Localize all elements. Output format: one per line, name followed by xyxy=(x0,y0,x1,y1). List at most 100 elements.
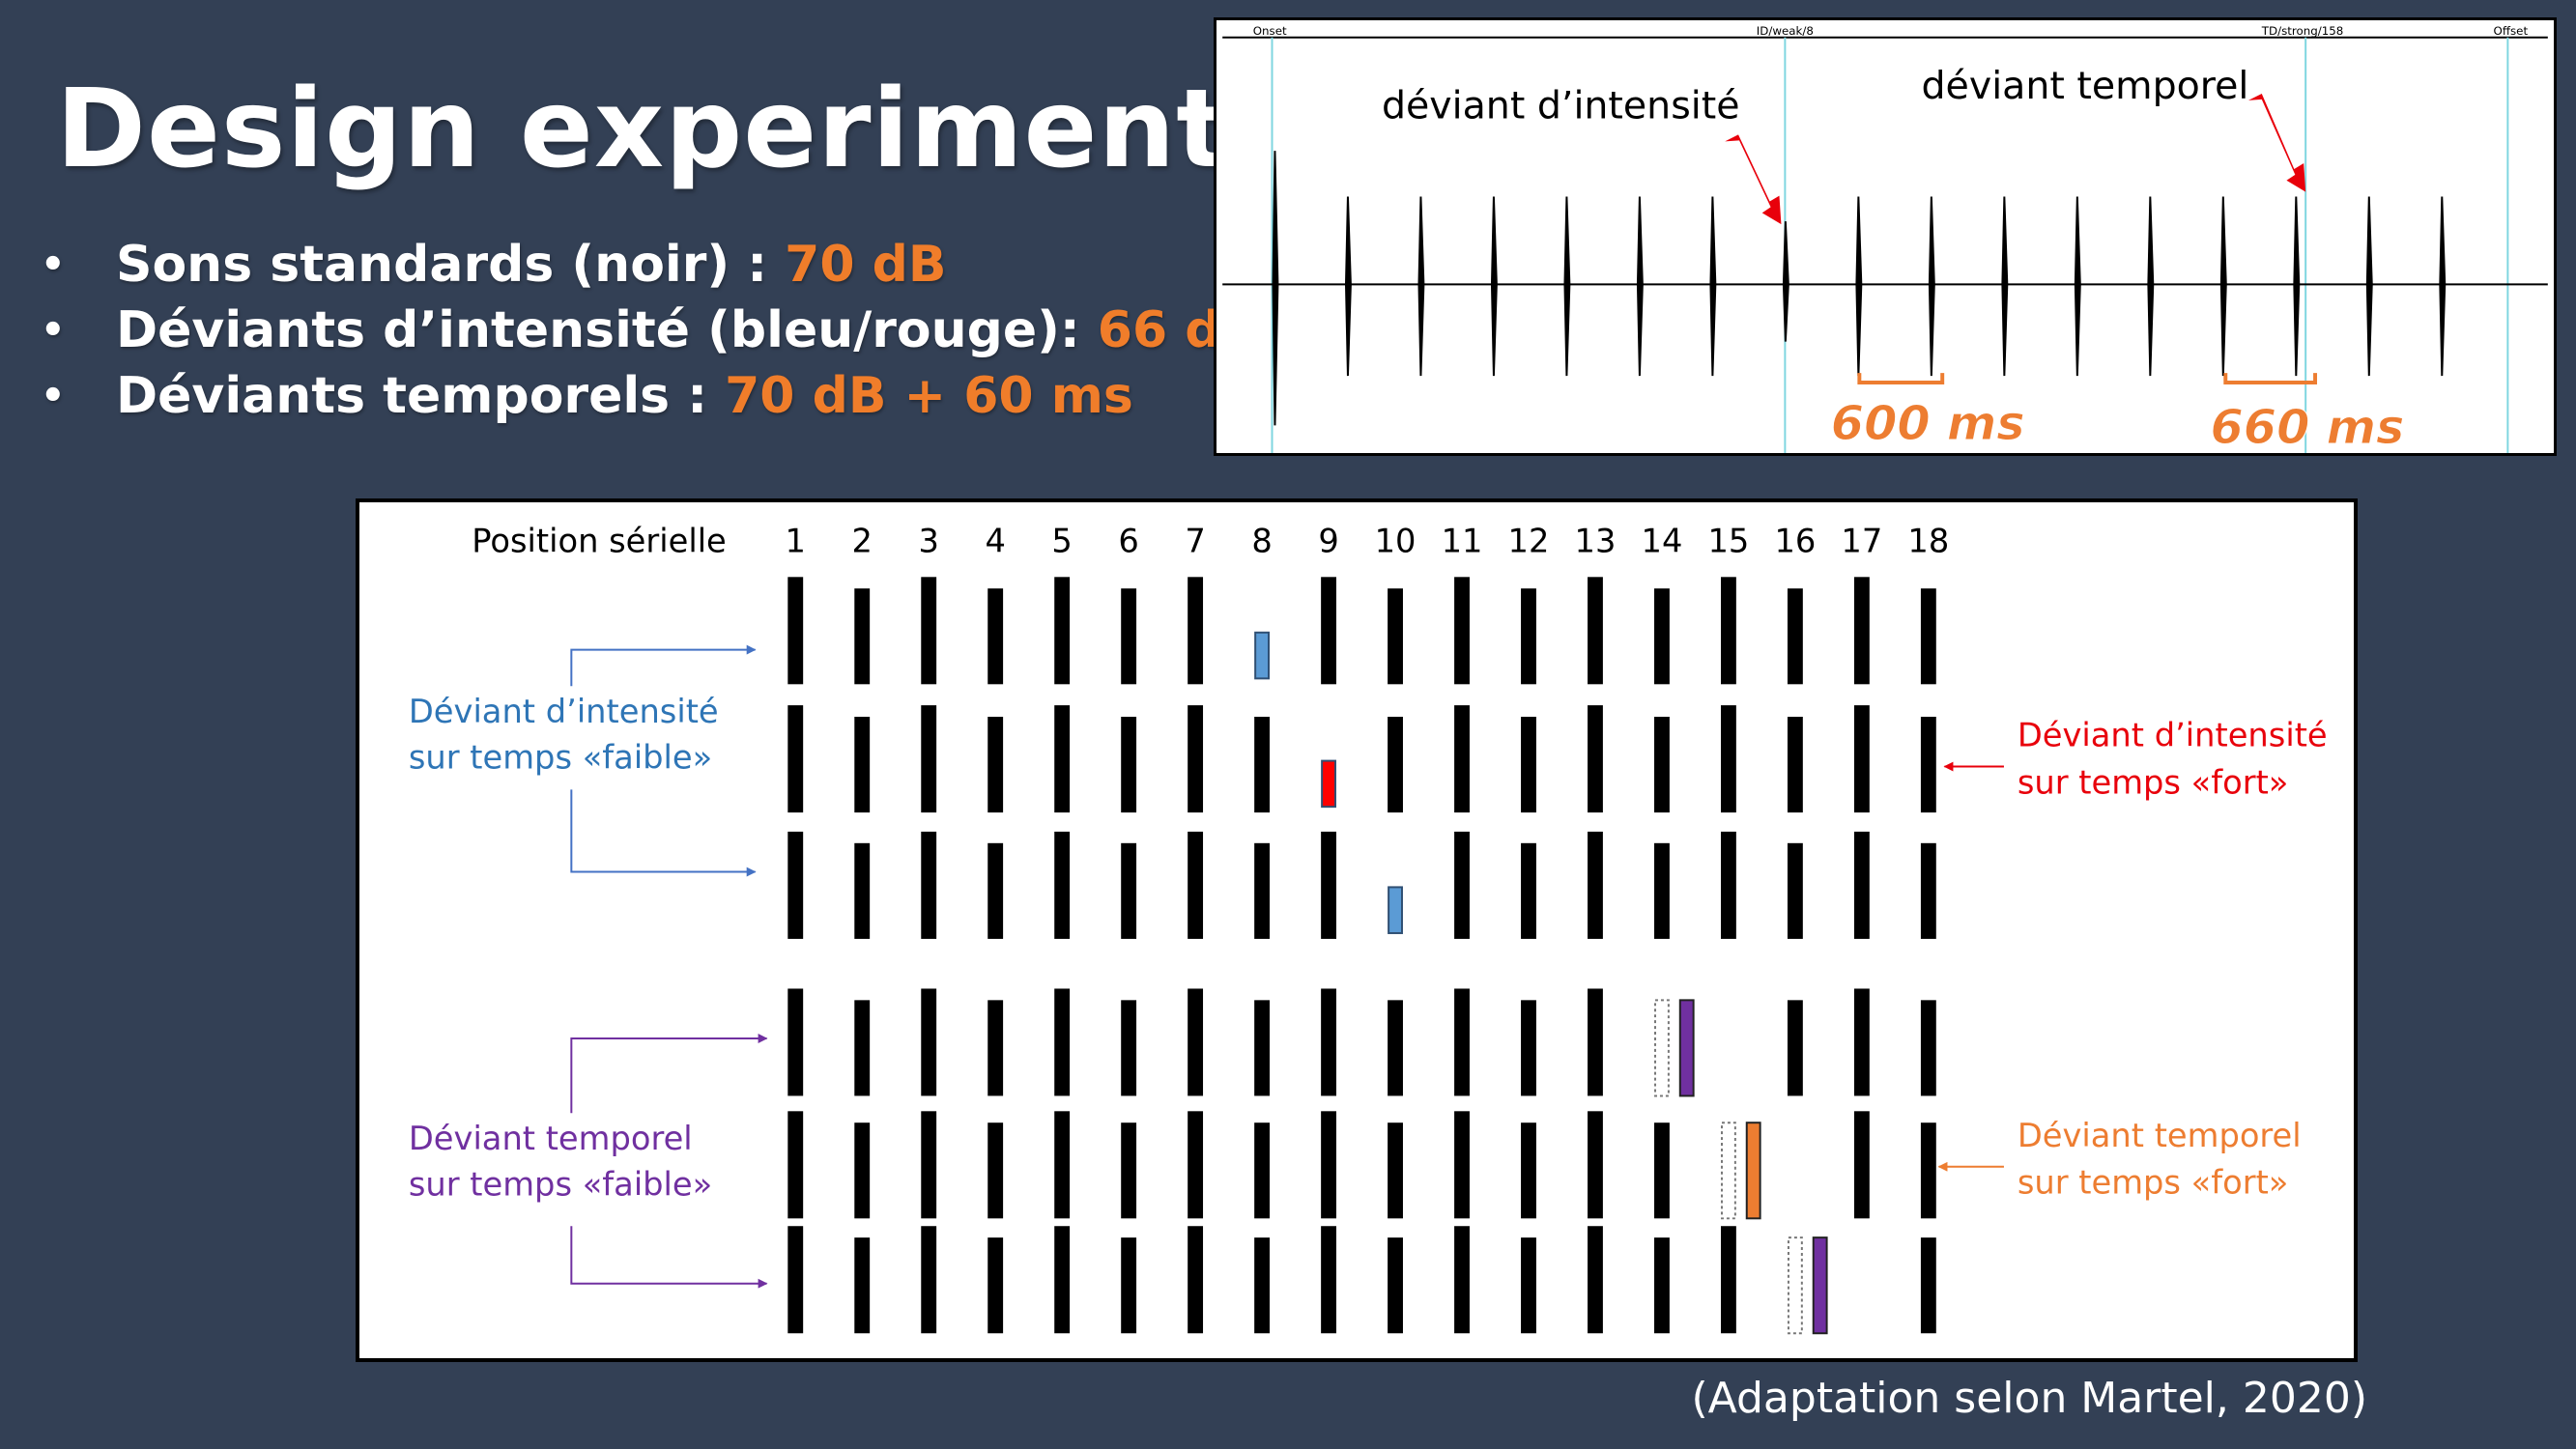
standard-tone-bar xyxy=(1588,831,1603,939)
label-temporal-strong-line1: Déviant temporel xyxy=(2018,1117,2302,1154)
standard-tone-bar xyxy=(1787,716,1803,813)
position-number: 10 xyxy=(1375,523,1417,560)
waveform-pulse xyxy=(2439,196,2447,377)
standard-tone-bar xyxy=(987,716,1004,813)
standard-tone-bar xyxy=(1654,716,1670,813)
interval-bracket-600 xyxy=(1857,373,1945,384)
standard-tone-bar xyxy=(1454,705,1470,813)
standard-tone-bar xyxy=(1388,1000,1403,1096)
position-number: 16 xyxy=(1774,523,1816,560)
standard-tone-bar xyxy=(1121,588,1137,685)
standard-tone-bar xyxy=(787,988,804,1096)
standard-tone-bar xyxy=(1787,1000,1803,1096)
standard-tone-bar xyxy=(1188,831,1204,939)
standard-tone-bar xyxy=(854,716,871,813)
position-number: 5 xyxy=(1051,523,1072,560)
sequence-row xyxy=(787,988,1936,1097)
arrow-intensity-weak-1 xyxy=(570,644,757,687)
standard-tone-bar xyxy=(1254,1122,1271,1219)
standard-tone-bar xyxy=(1654,842,1670,939)
standard-tone-bar xyxy=(1588,705,1603,813)
standard-tone-bar xyxy=(1054,1226,1071,1334)
bullet-item: • Déviants d’intensité (bleu/rouge): 66 d… xyxy=(41,298,1259,363)
waveform-pulse xyxy=(2001,196,2009,377)
waveform-pulse xyxy=(2365,196,2373,377)
standard-tone-bar xyxy=(1388,716,1403,813)
standard-tone-bar xyxy=(921,705,937,813)
standard-tone-bar xyxy=(1254,716,1271,813)
standard-tone-bar xyxy=(921,988,937,1096)
standard-tone-bar xyxy=(1054,988,1071,1096)
position-number: 18 xyxy=(1907,523,1949,560)
standard-tone-bar xyxy=(1454,988,1470,1096)
standard-tone-bar xyxy=(1121,1237,1137,1334)
standard-tone-bar xyxy=(1054,705,1071,813)
waveform-pulse xyxy=(2147,196,2155,377)
bullet-item: • Sons standards (noir) : 70 dB xyxy=(41,232,1259,298)
standard-tone-bar xyxy=(1188,1226,1204,1334)
waveform-marker-bar: Onset ID/weak/8 TD/strong/158 Offset xyxy=(1222,24,2548,39)
standard-tone-bar xyxy=(1254,1237,1271,1334)
waveform-pulse xyxy=(1563,196,1571,377)
intensity-deviant-bar xyxy=(1254,631,1271,680)
standard-tone-bar xyxy=(1454,1226,1470,1334)
standard-tone-bar xyxy=(1853,577,1870,685)
standard-tone-bar xyxy=(854,1000,871,1096)
standard-tone-bar xyxy=(1853,1111,1870,1219)
sequence-row xyxy=(787,577,1936,685)
standard-tone-bar xyxy=(1588,1111,1603,1219)
red-arrow-icon xyxy=(1725,134,1782,225)
standard-tone-bar xyxy=(921,1111,937,1219)
standard-tone-bar xyxy=(1588,577,1603,685)
interval-label-600: 600 ms xyxy=(1831,395,2025,451)
standard-tone-bar xyxy=(1787,842,1803,939)
standard-tone-bar xyxy=(1454,1111,1470,1219)
position-number: 17 xyxy=(1841,523,1882,560)
standard-tone-bar xyxy=(1720,705,1736,813)
position-number: 13 xyxy=(1575,523,1617,560)
standard-tone-bar xyxy=(1321,577,1336,685)
standard-tone-bar xyxy=(787,1111,804,1219)
standard-tone-bar xyxy=(787,831,804,939)
standard-tone-bar xyxy=(1920,842,1936,939)
standard-tone-bar xyxy=(987,842,1004,939)
standard-tone-bar xyxy=(1521,842,1536,939)
position-number: 1 xyxy=(786,523,806,560)
standard-tone-bar xyxy=(1787,588,1803,685)
label-temporal-strong-line2: sur temps «fort» xyxy=(2018,1164,2289,1202)
standard-tone-bar xyxy=(1054,1111,1071,1219)
standard-tone-bar xyxy=(787,705,804,813)
standard-tone-bar xyxy=(1720,577,1736,685)
position-numbers: 1 2 3 4 5 6 7 8 9 10 11 12 13 14 15 16 17 18 xyxy=(786,523,1950,560)
standard-tone-bar xyxy=(1388,1237,1403,1334)
design-panel: Position sérielle 1 2 3 4 5 6 7 8 9 10 11 12 13 14 15 1… xyxy=(356,498,2358,1362)
standard-tone-bar xyxy=(1920,1237,1936,1334)
label-intensity-strong-line1: Déviant d’intensité xyxy=(2018,717,2328,754)
label-intensity-strong-line2: sur temps «fort» xyxy=(2018,763,2289,801)
standard-tone-bar xyxy=(1188,577,1204,685)
waveform-panel: Onset ID/weak/8 TD/strong/158 Offset dév… xyxy=(1214,17,2557,456)
standard-tone-bar xyxy=(1920,588,1936,685)
arrow-intensity-weak-2 xyxy=(570,789,757,877)
interval-label-660: 660 ms xyxy=(2210,399,2404,455)
expected-position-placeholder xyxy=(1787,1236,1803,1335)
standard-tone-bar xyxy=(1521,1122,1536,1219)
waveform-pulse xyxy=(1636,196,1644,377)
standard-tone-bar xyxy=(1254,1000,1271,1096)
standard-tone-bar xyxy=(854,1237,871,1334)
standard-tone-bar xyxy=(787,1226,804,1334)
standard-tone-bar xyxy=(921,577,937,685)
label-intensity-weak-line1: Déviant d’intensité xyxy=(409,693,719,730)
bullet-label: Déviants temporels : xyxy=(116,367,726,425)
bullet-list: • Sons standards (noir) : 70 dB • Déviants… xyxy=(41,232,1259,429)
standard-tone-bar xyxy=(1454,831,1470,939)
bullet-label: Déviants d’intensité (bleu/rouge): xyxy=(116,301,1098,359)
standard-tone-bar xyxy=(1521,1000,1536,1096)
waveform-pulse xyxy=(1417,196,1425,377)
position-number: 4 xyxy=(985,523,1005,560)
marker-onset: Onset xyxy=(1253,24,1287,38)
waveform-pulse xyxy=(2074,196,2081,377)
waveform-pulse xyxy=(2219,196,2227,377)
sequence-row xyxy=(787,1111,1936,1220)
position-number: 7 xyxy=(1185,523,1205,560)
